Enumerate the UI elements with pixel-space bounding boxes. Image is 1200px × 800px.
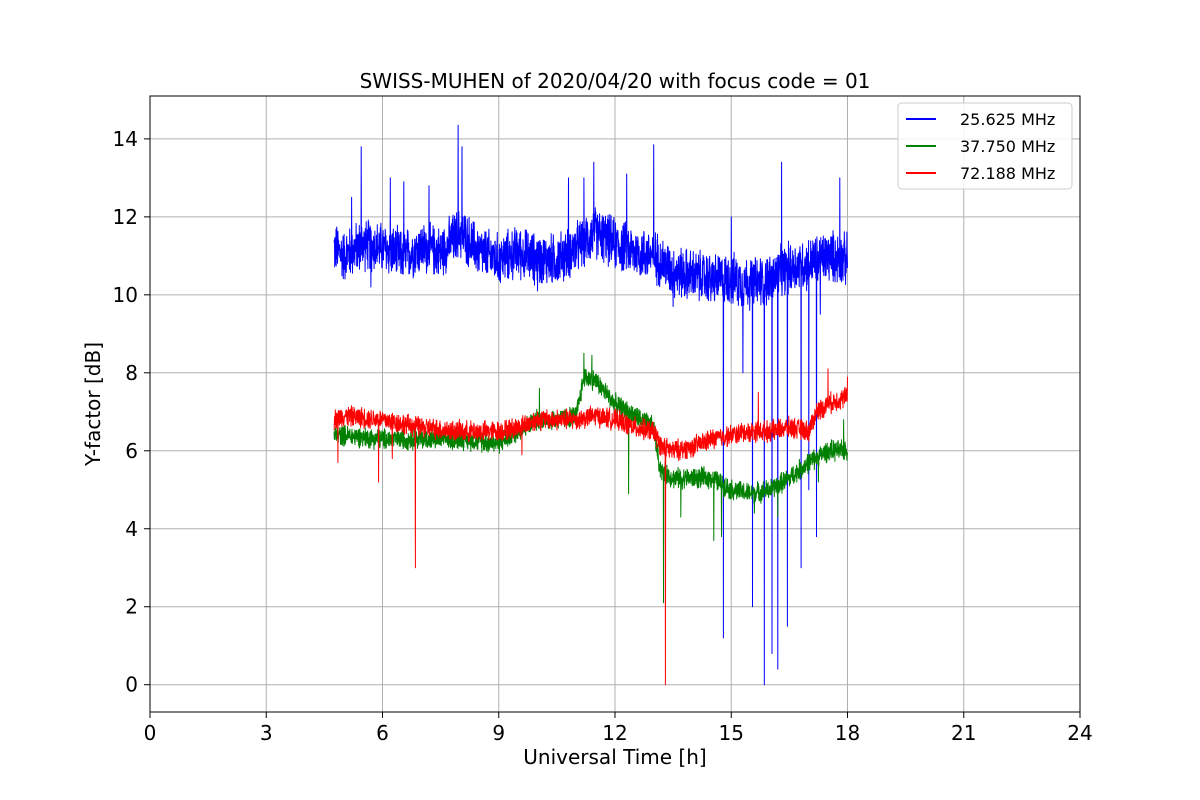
x-axis-title: Universal Time [h]	[523, 745, 706, 769]
y-tick-label: 4	[125, 517, 138, 541]
plot-series	[333, 124, 848, 686]
series-line-1	[333, 124, 848, 686]
legend-label: 72.188 MHz	[960, 164, 1055, 183]
y-tick-label: 14	[113, 127, 138, 151]
series-line-3	[333, 368, 848, 686]
x-tick-label: 6	[376, 721, 389, 745]
legend-label: 37.750 MHz	[960, 137, 1055, 156]
legend-box	[897, 102, 1073, 190]
y-tick-label: 0	[125, 673, 138, 697]
y-tick-label: 6	[125, 439, 138, 463]
x-tick-label: 24	[1067, 721, 1092, 745]
x-tick-label: 18	[835, 721, 860, 745]
y-tick-label: 12	[113, 205, 138, 229]
y-tick-label: 2	[125, 595, 138, 619]
y-tick-label: 10	[113, 283, 138, 307]
legend-label: 25.625 MHz	[960, 110, 1055, 129]
x-tick-label: 0	[144, 721, 157, 745]
series-line-2	[333, 352, 848, 604]
y-tick-label: 8	[125, 361, 138, 385]
x-tick-label: 15	[719, 721, 744, 745]
chart-title: SWISS-MUHEN of 2020/04/20 with focus cod…	[360, 69, 871, 93]
legend: 25.625 MHz 37.750 MHz 72.188 MHz	[897, 102, 1073, 190]
y-axis-title: Y-factor [dB]	[81, 342, 105, 467]
x-tick-label: 21	[951, 721, 976, 745]
x-tick-label: 12	[602, 721, 627, 745]
x-tick-label: 3	[260, 721, 273, 745]
x-tick-label: 9	[492, 721, 505, 745]
